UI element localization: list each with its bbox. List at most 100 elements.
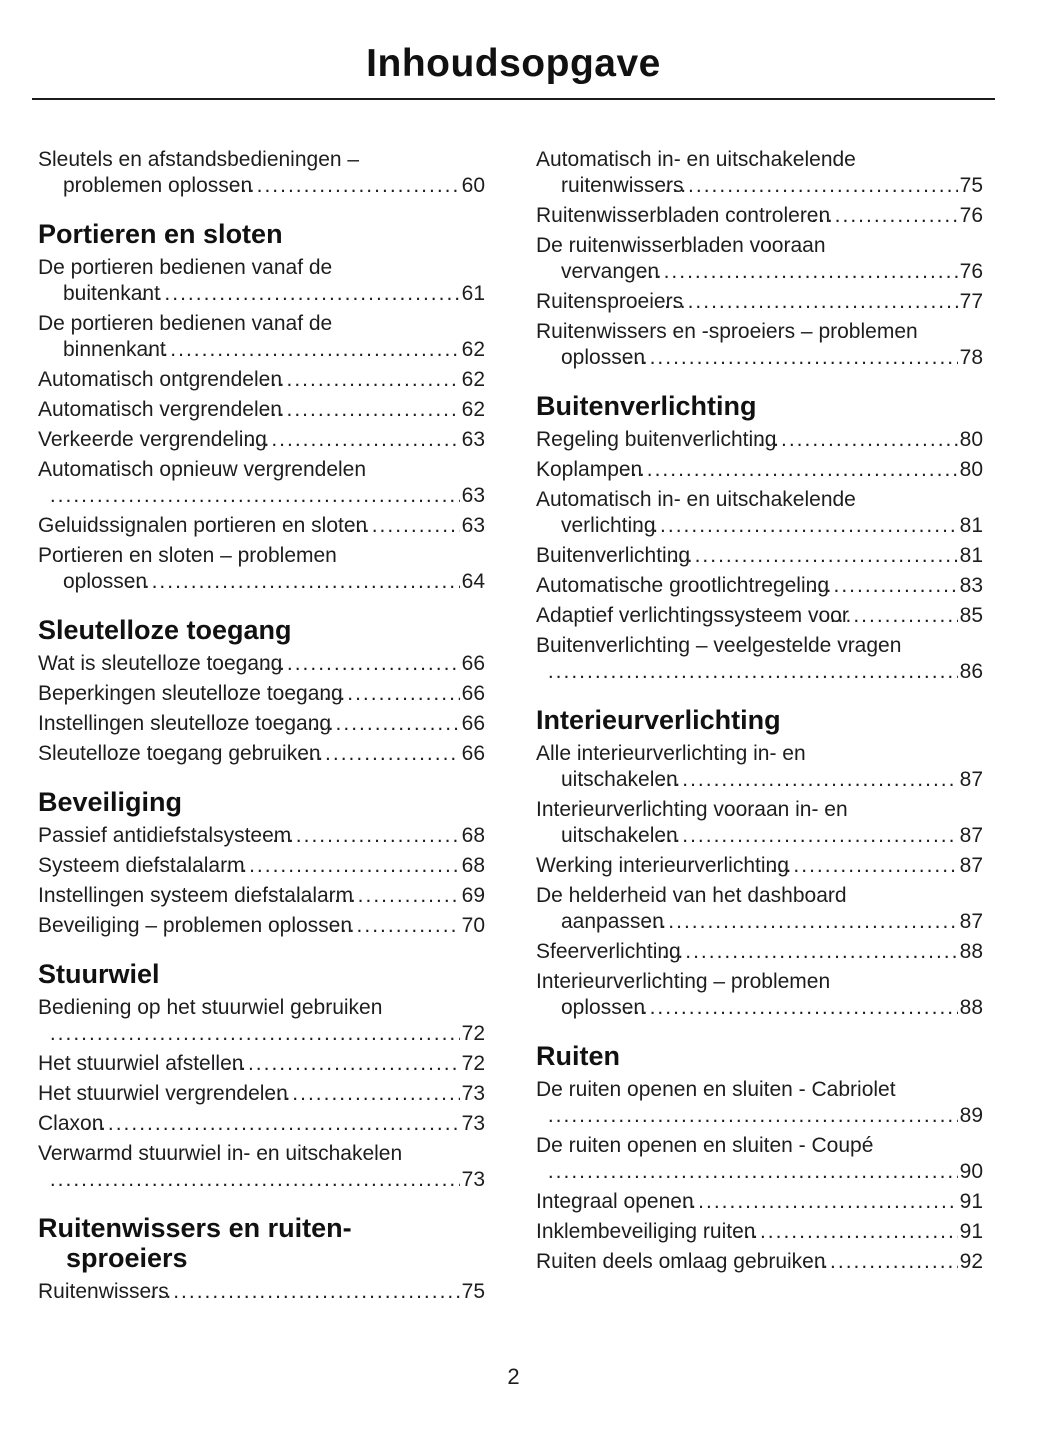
toc-entry-title: De portieren bedienen vanaf de buitenkant [38,255,460,307]
toc-entry-title: De ruiten openen en sluiten - Cabriolet [536,1077,958,1129]
toc-entry[interactable]: Werking interieurverlichting87 [536,853,983,879]
toc-entry[interactable]: Claxon73 [38,1111,485,1137]
toc-entry-page: 63 [461,484,485,507]
toc-entry-title: Ruitenwissers en -sproeiers – problemen o… [536,319,958,371]
toc-entry[interactable]: Interieurverlichting vooraan in- en uitsc… [536,797,983,849]
toc-entry-title: Buitenverlichting [536,543,958,569]
toc-entry[interactable]: Automatisch in- en uitschakelende verlich… [536,487,983,539]
toc-entry[interactable]: Buitenverlichting – veelgestelde vragen … [536,633,983,685]
toc-entry[interactable]: Automatisch in- en uitschakelende ruitenw… [536,147,983,199]
toc-entry-page: 77 [959,290,983,313]
toc-entry-title: Claxon [38,1111,460,1137]
toc-entry-page: 73 [461,1082,485,1105]
toc-entry-page: 87 [959,854,983,877]
toc-entry-page: 87 [959,910,983,933]
section-heading: Interieurverlichting [536,705,781,735]
toc-entry[interactable]: Beveiliging – problemen oplossen70 [38,913,485,939]
toc-entry[interactable]: Interieurverlichting – problemen oplossen… [536,969,983,1021]
toc-entry-page: 87 [959,768,983,791]
toc-entry-title: Ruiten deels omlaag gebruiken [536,1249,958,1275]
toc-entry[interactable]: Automatisch opnieuw vergrendelen 63 [38,457,485,509]
toc-entry[interactable]: Ruitenwissers en -sproeiers – problemen o… [536,319,983,371]
toc-entry[interactable]: Koplampen80 [536,457,983,483]
toc-entry[interactable]: De portieren bedienen vanaf de binnenkant… [38,311,485,363]
toc-entry-page: 64 [461,570,485,593]
toc-entry-title: Passief antidiefstalsysteem [38,823,460,849]
toc-entry[interactable]: Inklembeveiliging ruiten91 [536,1219,983,1245]
toc-entry[interactable]: Integraal openen91 [536,1189,983,1215]
toc-entry[interactable]: Wat is sleutelloze toegang66 [38,651,485,677]
toc-entry-title: Instellingen sleutelloze toegang [38,711,460,737]
toc-entry-page: 86 [959,660,983,683]
toc-entry[interactable]: Systeem diefstalalarm68 [38,853,485,879]
toc-entry-page: 72 [461,1022,485,1045]
toc-entry-title: Integraal openen [536,1189,958,1215]
toc-entry[interactable]: De helderheid van het dashboard aanpassen… [536,883,983,935]
toc-entry[interactable]: De portieren bedienen vanaf de buitenkant… [38,255,485,307]
toc-entry[interactable]: Bediening op het stuurwiel gebruiken 72 [38,995,485,1047]
toc-entry[interactable]: Automatisch ontgrendelen62 [38,367,485,393]
toc-entry[interactable]: Het stuurwiel vergrendelen73 [38,1081,485,1107]
toc-column-left: Sleutels en afstandsbedieningen – problem… [38,147,485,1309]
toc-entry-title: Automatisch opnieuw vergrendelen [38,457,460,509]
toc-entry-title: De ruitenwisserbladen vooraan vervangen [536,233,958,285]
toc-entry-page: 91 [959,1190,983,1213]
toc-entry[interactable]: Het stuurwiel afstellen72 [38,1051,485,1077]
toc-entry-page: 87 [959,824,983,847]
toc-entry-title: Automatisch in- en uitschakelende verlich… [536,487,958,539]
toc-entry-page: 68 [461,824,485,847]
toc-entry[interactable]: Sleutelloze toegang gebruiken66 [38,741,485,767]
toc-entry[interactable]: Automatisch vergrendelen62 [38,397,485,423]
toc-entry[interactable]: Regeling buitenverlichting80 [536,427,983,453]
toc-entry-page: 76 [959,260,983,283]
toc-entry[interactable]: Portieren en sloten – problemenoplossen6… [38,543,485,595]
toc-entry-title: De portieren bedienen vanaf de binnenkant [38,311,460,363]
toc-entry-page: 80 [959,458,983,481]
toc-entry[interactable]: Ruitenwisserbladen controleren76 [536,203,983,229]
toc-entry-title: De helderheid van het dashboard aanpassen [536,883,958,935]
toc-entry-title: Ruitensproeiers [536,289,958,315]
toc-entry[interactable]: Sfeerverlichting88 [536,939,983,965]
toc-entry[interactable]: Automatische grootlichtregeling83 [536,573,983,599]
toc-entry[interactable]: Verwarmd stuurwiel in- en uitschakelen 7… [38,1141,485,1193]
toc-entry[interactable]: Buitenverlichting81 [536,543,983,569]
toc-entry-title: Werking interieurverlichting [536,853,958,879]
toc-entry-page: 75 [959,174,983,197]
toc-entry[interactable]: De ruiten openen en sluiten - Cabriolet … [536,1077,983,1129]
toc-entry[interactable]: De ruiten openen en sluiten - Coupé 90 [536,1133,983,1185]
toc-entry-page: 75 [461,1280,485,1303]
toc-entry-title: Alle interieurverlichting in- en uitschak… [536,741,958,793]
toc-entry[interactable]: Sleutels en afstandsbedieningen – problem… [38,147,485,199]
toc-columns: Sleutels en afstandsbedieningen – problem… [0,100,1055,1309]
toc-entry-title: Inklembeveiliging ruiten [536,1219,958,1245]
toc-entry[interactable]: De ruitenwisserbladen vooraanvervangen76 [536,233,983,285]
page-number: 2 [507,1364,520,1389]
toc-entry[interactable]: Adaptief verlichtingssysteem voor85 [536,603,983,629]
toc-entry[interactable]: Passief antidiefstalsysteem68 [38,823,485,849]
section-heading: Sleutelloze toegang [38,615,292,645]
toc-entry[interactable]: Ruitenwissers75 [38,1279,485,1305]
toc-entry-page: 62 [461,398,485,421]
toc-entry[interactable]: Ruitensproeiers77 [536,289,983,315]
toc-entry[interactable]: Alle interieurverlichting in- en uitschak… [536,741,983,793]
toc-entry[interactable]: Instellingen sleutelloze toegang66 [38,711,485,737]
toc-entry-title: Buitenverlichting – veelgestelde vragen [536,633,958,685]
toc-entry[interactable]: Ruiten deels omlaag gebruiken92 [536,1249,983,1275]
toc-entry-page: 73 [461,1112,485,1135]
toc-entry[interactable]: Instellingen systeem diefstalalarm69 [38,883,485,909]
toc-entry[interactable]: Beperkingen sleutelloze toegang66 [38,681,485,707]
toc-entry[interactable]: Verkeerde vergrendeling63 [38,427,485,453]
toc-entry-page: 63 [461,428,485,451]
toc-entry[interactable]: Geluidssignalen portieren en sloten63 [38,513,485,539]
toc-entry-title: Beperkingen sleutelloze toegang [38,681,460,707]
toc-entry-title: Automatisch in- en uitschakelende ruitenw… [536,147,958,199]
toc-entry-title: Verkeerde vergrendeling [38,427,460,453]
toc-entry-page: 62 [461,338,485,361]
toc-entry-page: 62 [461,368,485,391]
toc-entry-page: 81 [959,514,983,537]
toc-entry-title: Automatisch vergrendelen [38,397,460,423]
toc-entry-title: Beveiliging – problemen oplossen [38,913,460,939]
section-heading: Buitenverlichting [536,391,757,421]
toc-entry-page: 88 [959,940,983,963]
